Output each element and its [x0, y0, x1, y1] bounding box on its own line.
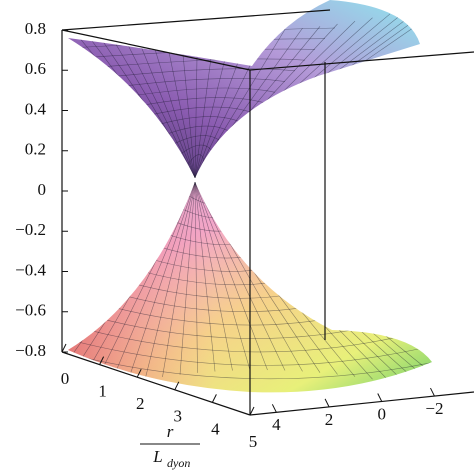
mesh-line	[108, 78, 286, 89]
y-tick	[271, 404, 277, 413]
mesh-line	[98, 68, 296, 79]
x-tick-label: 5	[249, 432, 258, 451]
mesh-line	[109, 182, 196, 386]
x-tick-label: 4	[211, 419, 220, 438]
z-tick-label: 0.4	[25, 99, 47, 118]
z-tick-label: −0.4	[15, 260, 46, 279]
box-edge	[249, 391, 474, 416]
x-tick-label: 1	[98, 382, 107, 401]
y-tick-label: 0	[378, 404, 387, 423]
mesh-line	[162, 182, 196, 378]
z-tick-label: −0.8	[15, 341, 46, 360]
y-tick	[377, 393, 383, 402]
y-tick	[430, 387, 435, 397]
mesh-line	[127, 182, 196, 383]
x-tick	[249, 406, 255, 416]
upper-sheet	[68, 0, 420, 178]
z-tick-label: 0	[38, 180, 47, 199]
x-tick	[136, 368, 142, 378]
mesh-line	[194, 182, 198, 373]
z-tick-label: 0.8	[25, 19, 46, 38]
x-tick	[211, 394, 217, 403]
mesh-line	[117, 87, 276, 99]
x-label-numerator: r	[167, 422, 174, 441]
x-tick-label: 3	[174, 407, 183, 426]
x-tick-label: 2	[136, 394, 145, 413]
y-tick	[324, 398, 330, 408]
z-tick-label: 0.2	[25, 140, 46, 159]
y-tick-label: 2	[325, 410, 334, 429]
y-tick-label: 4	[272, 415, 281, 434]
y-tick-label: −2	[425, 399, 443, 418]
mesh-line	[194, 182, 233, 371]
x-label-subscript: dyon	[167, 456, 190, 470]
mesh-line	[194, 182, 268, 371]
z-tick-label: 0.6	[25, 59, 46, 78]
box-edge	[61, 351, 251, 416]
box-edge	[249, 51, 474, 71]
mesh-line	[144, 182, 196, 380]
mesh-line	[69, 339, 418, 366]
mesh-line	[194, 182, 251, 371]
box-edge	[61, 29, 251, 71]
x-tick	[99, 356, 105, 365]
mesh-line	[194, 182, 216, 372]
box	[61, 9, 474, 416]
mesh-line	[79, 327, 401, 353]
z-tick-label: −0.2	[15, 220, 46, 239]
x-tick-label: 0	[61, 369, 70, 388]
mesh-line	[194, 182, 286, 371]
x-tick	[61, 343, 67, 353]
x-label-denominator: L	[152, 447, 162, 466]
z-tick-label: −0.6	[15, 301, 46, 320]
box-edge	[61, 9, 331, 31]
mesh-line	[68, 351, 432, 380]
mesh-line	[179, 182, 196, 375]
mesh-line	[88, 58, 306, 69]
mesh-line	[127, 97, 266, 109]
x-tick	[174, 381, 180, 391]
mesh-line	[88, 315, 384, 339]
